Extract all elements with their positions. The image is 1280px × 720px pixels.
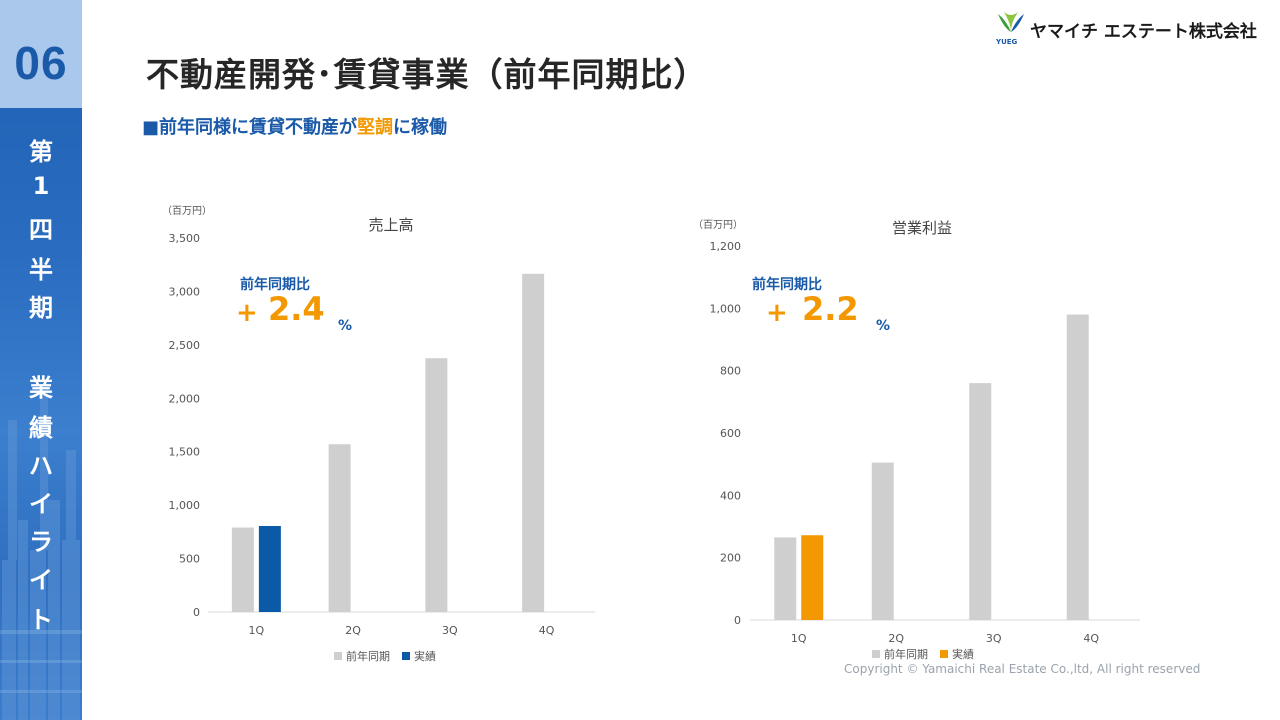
subtitle-accent: 堅調 xyxy=(357,117,394,138)
x-tick-label: 2Q xyxy=(345,624,361,637)
x-tick-label: 4Q xyxy=(539,624,555,637)
bar-prior-year xyxy=(1066,314,1089,620)
x-tick-label: 1Q xyxy=(791,632,807,645)
y-tick-label: 0 xyxy=(734,614,741,627)
logo-mark-icon xyxy=(998,12,1024,32)
bar-prior-year xyxy=(425,358,448,612)
subtitle-marker: ■ xyxy=(142,117,160,138)
legend-label: 実績 xyxy=(414,649,436,663)
vertical-char: イ xyxy=(29,566,53,594)
vertical-char: 業 xyxy=(29,374,53,402)
vertical-char: 績 xyxy=(29,414,53,442)
growth-label: 前年同期比 xyxy=(240,277,310,293)
y-tick-label: 600 xyxy=(720,427,741,440)
bar-actual xyxy=(801,535,824,620)
subtitle-text-end: に稼働 xyxy=(393,117,448,138)
company-name: ヤマイチ エステート株式会社 xyxy=(1030,22,1257,42)
bar-prior-year xyxy=(774,537,797,620)
y-tick-label: 2,000 xyxy=(169,392,201,405)
vertical-char: 1 xyxy=(32,172,50,200)
bar-actual xyxy=(258,525,281,612)
growth-callout-profit: 前年同期比 + 2.2 % xyxy=(752,274,890,334)
x-tick-label: 1Q xyxy=(249,624,265,637)
company-logo: YUEG ヤマイチ エステート株式会社 xyxy=(994,10,1274,50)
y-tick-label: 500 xyxy=(179,553,200,566)
legend-swatch xyxy=(334,652,342,660)
legend-label: 前年同期 xyxy=(884,647,928,661)
vertical-char: 期 xyxy=(29,294,53,322)
growth-sign: + xyxy=(236,298,258,328)
vertical-char: ラ xyxy=(29,528,53,556)
page-subtitle: ■前年同様に賃貸不動産が堅調に稼働 xyxy=(142,113,447,139)
x-tick-label: 3Q xyxy=(442,624,458,637)
chart-title: 営業利益 xyxy=(892,219,952,237)
growth-value: 2.2 xyxy=(802,290,859,328)
vertical-char: 第 xyxy=(29,138,53,166)
legend-swatch xyxy=(872,650,880,658)
growth-sign: + xyxy=(766,298,788,328)
y-tick-label: 1,500 xyxy=(169,446,201,459)
x-tick-label: 3Q xyxy=(986,632,1002,645)
vertical-char: イ xyxy=(29,490,53,518)
bar-prior-year xyxy=(522,273,545,612)
growth-unit: % xyxy=(338,318,353,334)
bar-prior-year xyxy=(328,444,351,612)
growth-label: 前年同期比 xyxy=(752,277,822,293)
y-tick-label: 3,000 xyxy=(169,285,201,298)
legend-label: 前年同期 xyxy=(346,649,390,663)
y-tick-label: 1,200 xyxy=(710,240,742,253)
x-tick-label: 4Q xyxy=(1083,632,1099,645)
bar-prior-year xyxy=(871,462,894,620)
chart-unit-label: （百万円） xyxy=(693,219,743,231)
page-title: 不動産開発･賃貸事業（前年同期比） xyxy=(146,55,708,94)
legend-swatch xyxy=(940,650,948,658)
vertical-char: ト xyxy=(29,606,53,634)
bar-prior-year xyxy=(231,527,254,612)
city-skyline-image xyxy=(0,390,82,720)
vertical-char: ハ xyxy=(29,452,53,480)
growth-callout-sales: 前年同期比 + 2.4 % xyxy=(236,274,352,334)
y-tick-label: 1,000 xyxy=(710,302,742,315)
y-tick-label: 200 xyxy=(720,552,741,565)
legend-label: 実績 xyxy=(952,647,974,661)
y-tick-label: 0 xyxy=(193,606,200,619)
x-tick-label: 2Q xyxy=(888,632,904,645)
y-tick-label: 400 xyxy=(720,489,741,502)
growth-unit: % xyxy=(876,318,891,334)
y-tick-label: 3,500 xyxy=(169,232,201,245)
bar-prior-year xyxy=(969,383,992,620)
logo-sub-text: YUEG xyxy=(996,38,1018,46)
y-tick-label: 2,500 xyxy=(169,339,201,352)
legend-swatch xyxy=(402,652,410,660)
chart-title: 売上高 xyxy=(368,216,413,234)
copyright-notice: Copyright © Yamaichi Real Estate Co.,ltd… xyxy=(844,662,1201,676)
subtitle-text: 前年同様に賃貸不動産が xyxy=(159,117,358,138)
section-sidebar: 06 第 1 四 半 期 業 績 ハ イ ラ イ ト xyxy=(0,0,82,720)
section-number-box xyxy=(0,0,82,108)
y-tick-label: 800 xyxy=(720,365,741,378)
vertical-char: 四 xyxy=(29,216,53,244)
growth-value: 2.4 xyxy=(268,290,325,328)
vertical-char: 半 xyxy=(29,256,53,284)
section-number: 06 xyxy=(14,37,68,89)
chart-unit-label: （百万円） xyxy=(162,205,212,217)
y-tick-label: 1,000 xyxy=(169,499,201,512)
